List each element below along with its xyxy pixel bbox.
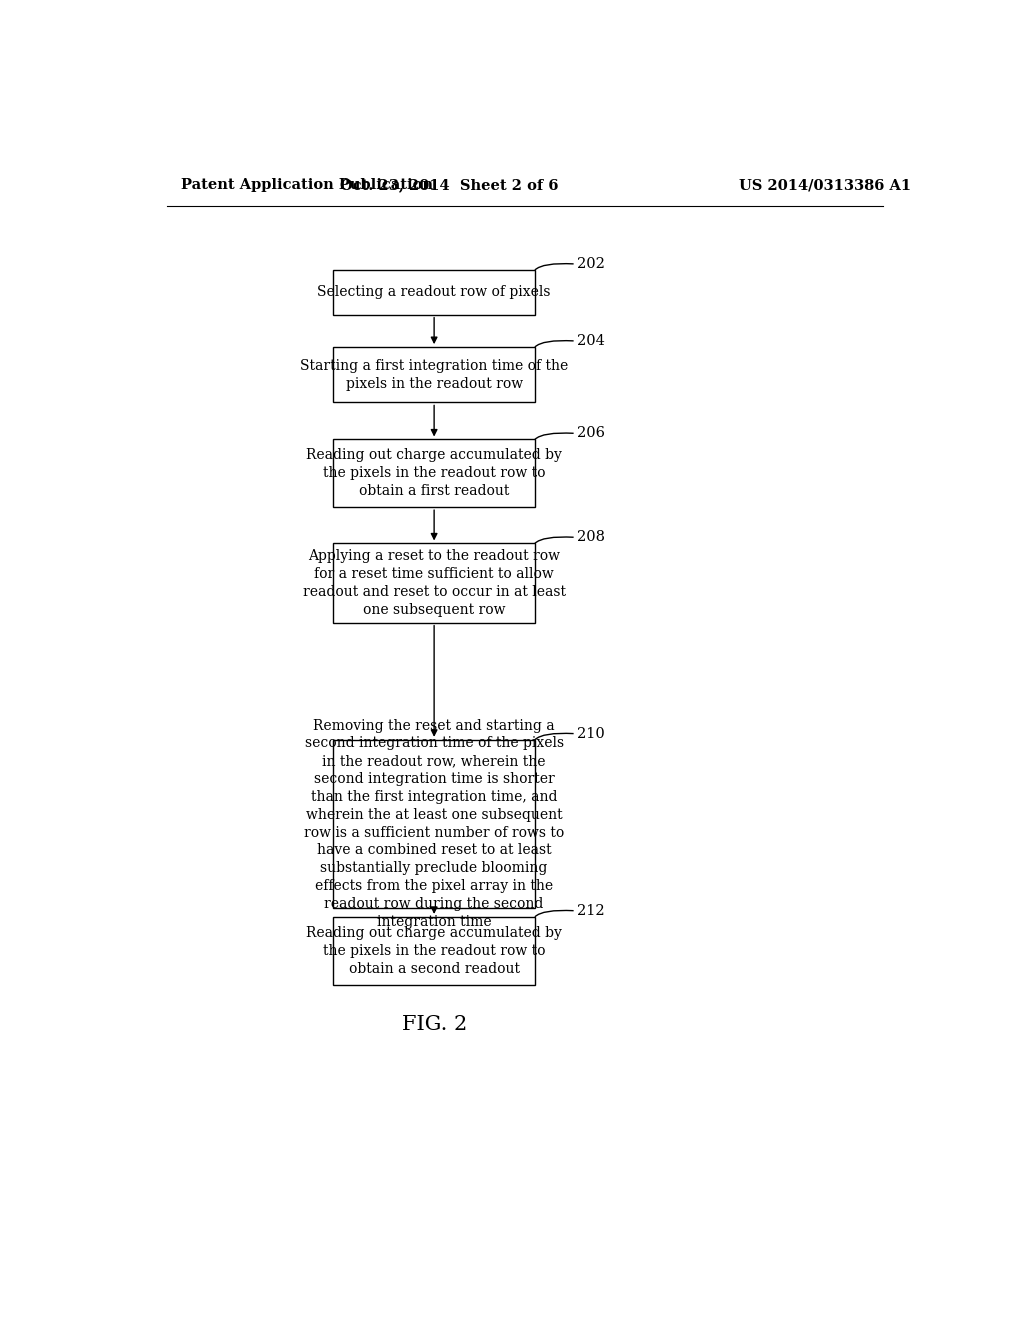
Text: 208: 208 (578, 531, 605, 544)
Text: US 2014/0313386 A1: US 2014/0313386 A1 (739, 178, 911, 193)
Text: Starting a first integration time of the
pixels in the readout row: Starting a first integration time of the… (300, 359, 568, 391)
Text: FIG. 2: FIG. 2 (401, 1015, 467, 1034)
Text: Patent Application Publication: Patent Application Publication (180, 178, 433, 193)
Text: 210: 210 (578, 726, 605, 741)
Text: Applying a reset to the readout row
for a reset time sufficient to allow
readout: Applying a reset to the readout row for … (303, 549, 565, 616)
Text: 204: 204 (578, 334, 605, 348)
Text: 202: 202 (578, 257, 605, 271)
Bar (334, 544, 535, 623)
Text: Reading out charge accumulated by
the pixels in the readout row to
obtain a seco: Reading out charge accumulated by the pi… (306, 925, 562, 975)
Text: 212: 212 (578, 904, 605, 917)
Bar (334, 440, 535, 507)
Bar (334, 271, 535, 314)
Text: Reading out charge accumulated by
the pixels in the readout row to
obtain a firs: Reading out charge accumulated by the pi… (306, 449, 562, 498)
Text: Removing the reset and starting a
second integration time of the pixels
in the r: Removing the reset and starting a second… (304, 718, 564, 929)
Bar (334, 917, 535, 985)
Bar (334, 347, 535, 403)
Bar (334, 739, 535, 908)
Text: Selecting a readout row of pixels: Selecting a readout row of pixels (317, 285, 551, 300)
Text: 206: 206 (578, 426, 605, 441)
Text: Oct. 23, 2014  Sheet 2 of 6: Oct. 23, 2014 Sheet 2 of 6 (340, 178, 559, 193)
